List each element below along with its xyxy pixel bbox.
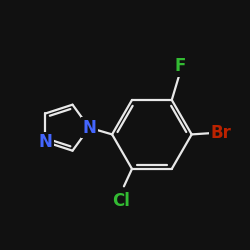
Text: Cl: Cl xyxy=(112,192,130,210)
Text: Br: Br xyxy=(211,124,232,142)
Text: N: N xyxy=(82,119,96,137)
Text: F: F xyxy=(174,57,186,75)
Text: N: N xyxy=(38,133,52,151)
